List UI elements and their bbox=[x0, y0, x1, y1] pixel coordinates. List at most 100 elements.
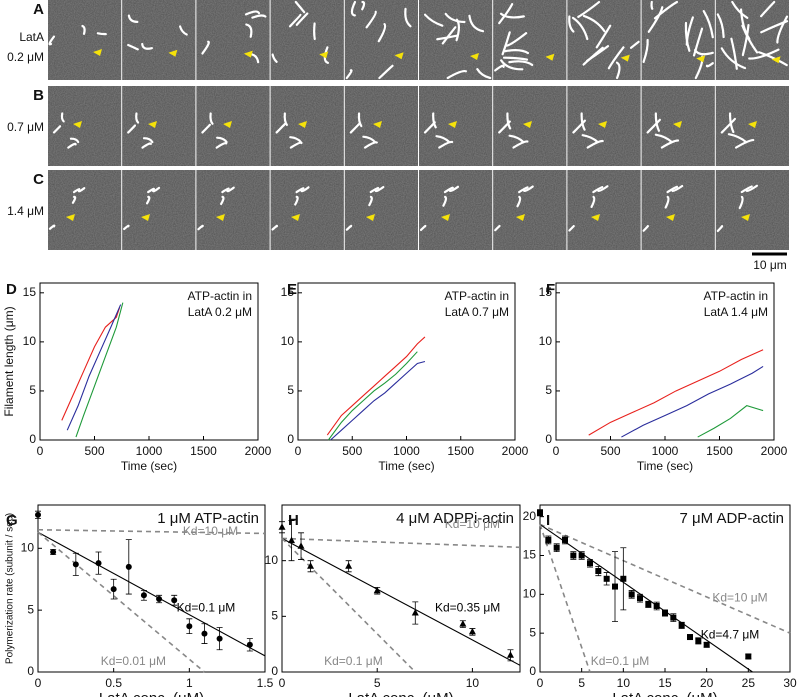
y-tick-label: 15 bbox=[281, 285, 295, 299]
plot-frame bbox=[539, 504, 791, 673]
micrograph-frame bbox=[493, 170, 567, 250]
filament bbox=[289, 141, 303, 149]
filament bbox=[283, 112, 288, 127]
y-tick-label: 10 bbox=[23, 334, 37, 348]
y-tick-label: 10 bbox=[539, 334, 553, 348]
y-tick-label: 10 bbox=[265, 553, 279, 567]
micrograph-frame bbox=[196, 170, 270, 250]
filament bbox=[730, 37, 738, 70]
filament bbox=[448, 185, 460, 193]
filament bbox=[77, 187, 86, 193]
filament bbox=[476, 68, 492, 80]
filament bbox=[374, 185, 385, 193]
data-point bbox=[278, 523, 286, 530]
data-point bbox=[637, 595, 643, 602]
data-point bbox=[695, 637, 702, 644]
x-tick-label: 1000 bbox=[652, 444, 679, 458]
series-line bbox=[327, 351, 418, 441]
panel-letter: I bbox=[546, 512, 550, 529]
filament bbox=[671, 184, 684, 192]
filament bbox=[67, 142, 77, 149]
x-tick-label: 30 bbox=[783, 676, 797, 690]
chart-title: LatA 1.4 μM bbox=[704, 305, 768, 319]
data-point bbox=[628, 591, 635, 598]
filament bbox=[586, 139, 604, 149]
data-point bbox=[687, 634, 693, 641]
y-tick-label: 5 bbox=[545, 383, 552, 397]
x-axis-label: Time (sec) bbox=[121, 459, 177, 473]
data-point bbox=[201, 630, 208, 637]
filament bbox=[152, 186, 161, 193]
filament bbox=[595, 24, 612, 49]
filament bbox=[660, 139, 680, 149]
data-point bbox=[307, 562, 315, 569]
panel-letter: E bbox=[287, 281, 297, 298]
x-tick-label: 10 bbox=[466, 676, 480, 690]
filament bbox=[498, 3, 514, 25]
x-axis-label: Time (sec) bbox=[637, 459, 693, 473]
x-axis-label: LatA conc. (μM) bbox=[348, 690, 453, 697]
filament bbox=[446, 69, 468, 80]
filament bbox=[145, 195, 151, 205]
filament bbox=[650, 0, 654, 10]
arrowhead bbox=[545, 53, 555, 61]
filament bbox=[432, 112, 437, 129]
data-point bbox=[110, 586, 117, 593]
arrowhead bbox=[243, 50, 253, 58]
filament bbox=[692, 27, 704, 57]
series-line bbox=[37, 531, 266, 657]
x-axis-label: LatA conc. (μM) bbox=[99, 690, 204, 697]
scale-bar-label: 10 μm bbox=[753, 258, 787, 272]
chart-title: 7 μM ADP-actin bbox=[679, 510, 784, 527]
filament bbox=[505, 32, 528, 47]
series-line bbox=[281, 537, 521, 666]
filament bbox=[615, 61, 621, 80]
y-tick-label: 20 bbox=[523, 509, 537, 523]
filament bbox=[642, 225, 650, 232]
data-point bbox=[186, 623, 193, 630]
x-tick-label: 0 bbox=[35, 676, 42, 690]
filament bbox=[508, 134, 525, 144]
data-point bbox=[553, 544, 560, 551]
arrowhead bbox=[216, 214, 225, 221]
x-tick-label: 10 bbox=[617, 676, 631, 690]
filament bbox=[654, 133, 673, 144]
chart-title: LatA 0.7 μM bbox=[445, 305, 509, 319]
arrowhead bbox=[141, 214, 150, 221]
x-tick-label: 2000 bbox=[761, 444, 788, 458]
series-line bbox=[37, 528, 266, 535]
y-tick-label: 0 bbox=[529, 664, 536, 678]
series-line bbox=[281, 537, 416, 673]
filament bbox=[345, 224, 353, 231]
filament bbox=[607, 46, 625, 70]
arrowhead bbox=[470, 53, 479, 60]
y-tick-label: 0 bbox=[29, 432, 36, 446]
data-point bbox=[468, 627, 476, 635]
y-tick-label: 10 bbox=[21, 540, 35, 554]
micrograph-frame bbox=[48, 0, 122, 80]
filament bbox=[642, 38, 649, 64]
filament bbox=[244, 10, 261, 16]
data-point bbox=[595, 568, 602, 575]
filament bbox=[666, 185, 679, 194]
data-point bbox=[288, 536, 296, 544]
chart-title: ATP-actin in bbox=[188, 289, 252, 303]
arrowhead bbox=[291, 214, 300, 221]
data-point bbox=[670, 614, 677, 621]
micrograph-frame bbox=[419, 170, 493, 250]
filament bbox=[377, 23, 387, 43]
x-tick-label: 1.5 bbox=[257, 676, 274, 690]
filament bbox=[580, 112, 586, 131]
filament bbox=[508, 60, 534, 67]
arrowhead bbox=[748, 121, 757, 128]
data-point bbox=[570, 552, 577, 559]
filament bbox=[705, 62, 714, 68]
x-tick-label: 5 bbox=[578, 676, 585, 690]
filament bbox=[123, 224, 130, 231]
filament bbox=[363, 141, 378, 149]
arrowhead bbox=[441, 214, 450, 221]
arrowhead bbox=[93, 49, 102, 56]
micrograph-frame bbox=[196, 0, 270, 80]
filament bbox=[178, 25, 188, 36]
data-point bbox=[612, 583, 618, 590]
